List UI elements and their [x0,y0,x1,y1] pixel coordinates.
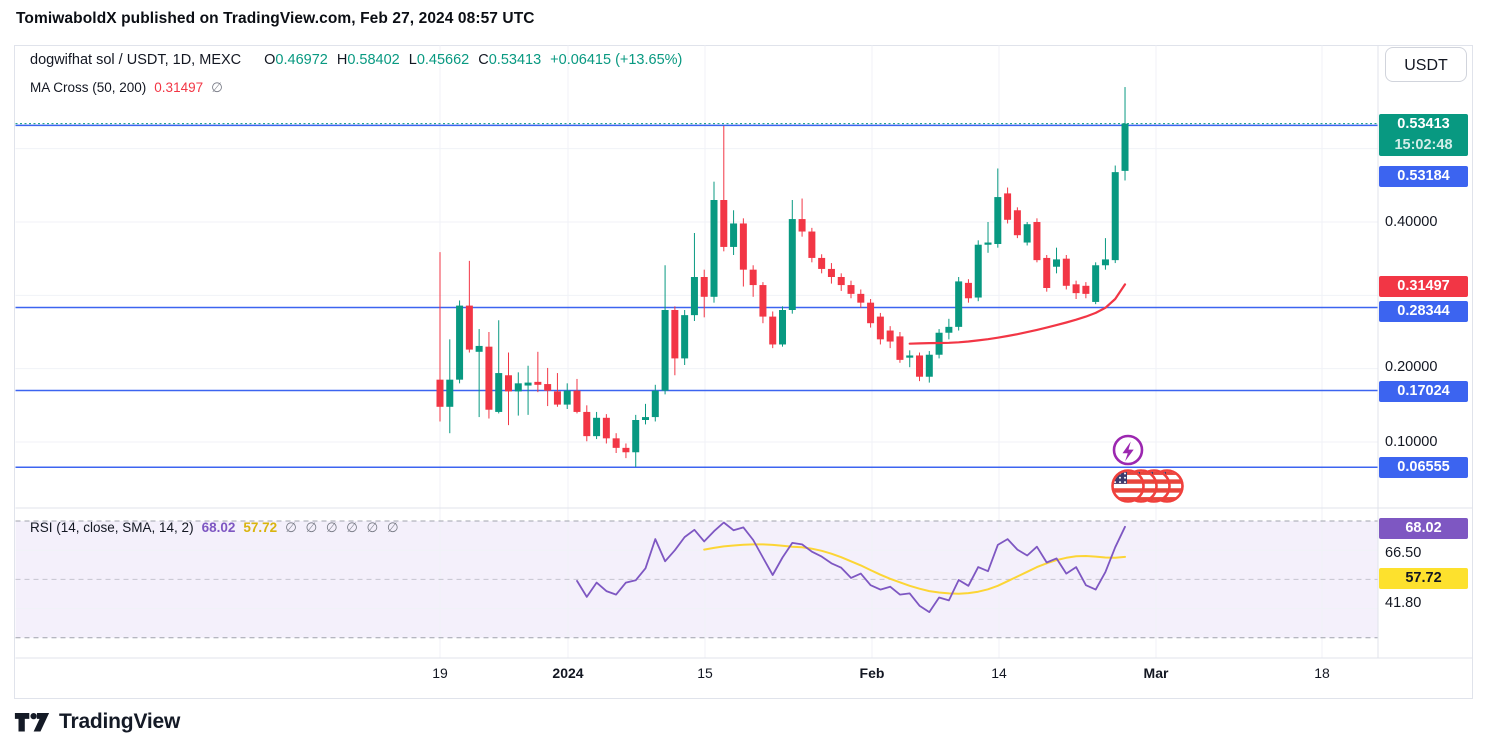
symbol-title[interactable]: dogwifhat sol / USDT, 1D, MEXC [30,52,242,68]
change-value: +0.06415 (+13.65%) [550,52,683,68]
rsi-band-fill [15,521,1378,638]
rsi-sma-line [703,543,1126,595]
published-header: TomiwaboldX published on TradingView.com… [16,10,535,27]
rsi-legend-row[interactable]: RSI (14, close, SMA, 14, 2) 68.02 57.72 ∅ ∅… [30,520,399,536]
ma-cross-empty-value: ∅ [211,80,223,96]
ma-cross-value: 0.31497 [154,80,204,95]
grid-lines [15,45,1378,658]
lightning-event-icon[interactable] [1112,434,1144,466]
currency-toggle-button[interactable]: USDT [1385,47,1467,82]
open-label: O [264,52,276,68]
tradingview-logo-icon[interactable] [14,710,50,735]
rsi-line [576,521,1126,613]
rsi-empty-values: ∅ ∅ ∅ ∅ ∅ ∅ [285,520,399,536]
high-label: H [336,52,348,68]
chart-legend: dogwifhat sol / USDT, 1D, MEXC O0.46972 H0… [30,52,682,96]
rsi-value: 68.02 [201,520,236,535]
close-value: 0.53413 [488,52,542,68]
close-label: C [478,52,489,68]
open-value: 0.46972 [275,52,328,68]
candlestick-series [436,87,1129,467]
footer: TradingView [14,705,180,739]
rsi-band-lines [15,520,1378,639]
rsi-title[interactable]: RSI (14, close, SMA, 14, 2) [30,520,194,535]
high-value: 0.58402 [347,52,400,68]
low-value: 0.45662 [416,52,470,68]
tradingview-logo-text[interactable]: TradingView [59,710,181,733]
ma-cross-legend-row[interactable]: MA Cross (50, 200) 0.31497 ∅ [30,80,223,96]
ma50-line [908,283,1127,345]
symbol-legend-row[interactable]: dogwifhat sol / USDT, 1D, MEXC O0.46972 H0… [30,52,682,68]
us-flag-events-icon[interactable] [1111,469,1184,503]
rsi-sma-value: 57.72 [243,520,278,535]
low-label: L [408,52,417,68]
ma-cross-title[interactable]: MA Cross (50, 200) [30,80,147,95]
